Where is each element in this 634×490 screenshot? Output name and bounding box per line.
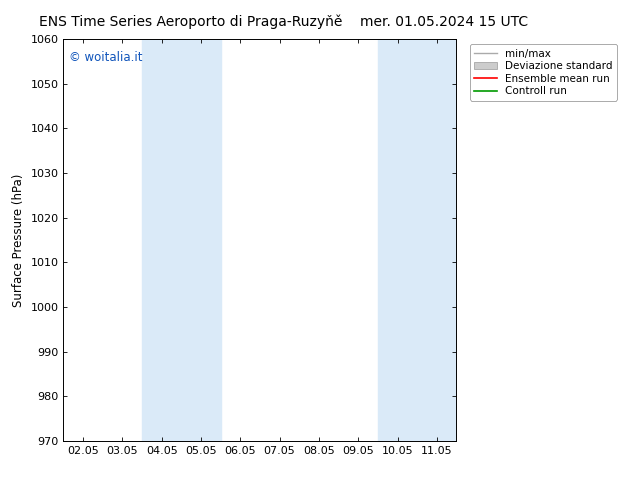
Bar (378, 39, 456, 441)
Text: ENS Time Series Aeroporto di Praga-Ruzyňě: ENS Time Series Aeroporto di Praga-Ruzyň… (39, 15, 342, 29)
Legend: min/max, Deviazione standard, Ensemble mean run, Controll run: min/max, Deviazione standard, Ensemble m… (470, 45, 617, 100)
Text: © woitalia.it: © woitalia.it (69, 51, 143, 64)
Bar (142, 39, 221, 441)
Y-axis label: Surface Pressure (hPa): Surface Pressure (hPa) (12, 173, 25, 307)
Text: mer. 01.05.2024 15 UTC: mer. 01.05.2024 15 UTC (359, 15, 528, 29)
